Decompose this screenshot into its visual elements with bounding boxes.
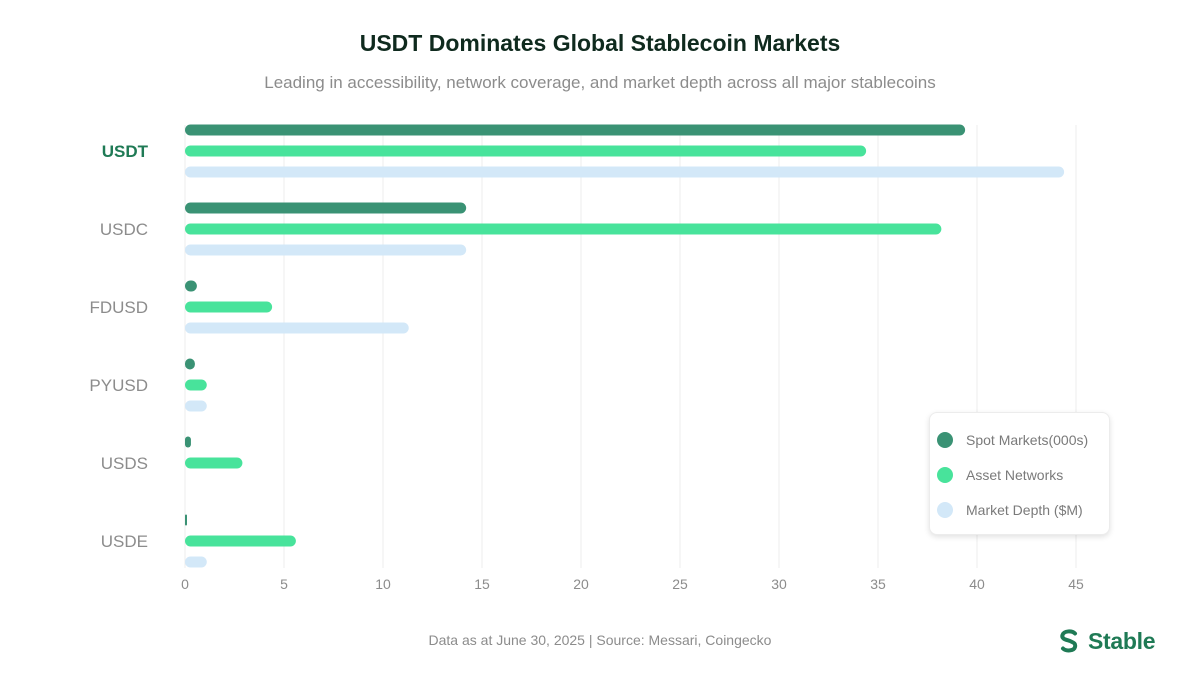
bar-usdc-series-1 bbox=[185, 223, 942, 235]
bar-fdusd-series-1 bbox=[185, 301, 273, 313]
x-tick-label: 40 bbox=[969, 576, 985, 592]
x-tick-label: 45 bbox=[1068, 576, 1084, 592]
legend-swatch-market-depth bbox=[937, 502, 953, 518]
x-tick-label: 0 bbox=[181, 576, 189, 592]
legend-label-asset-networks: Asset Networks bbox=[966, 467, 1064, 483]
bar-usdc-series-2 bbox=[185, 244, 467, 256]
x-tick-label: 5 bbox=[280, 576, 288, 592]
category-label-usdc: USDC bbox=[100, 220, 148, 239]
legend-swatch-asset-networks bbox=[937, 467, 953, 483]
bar-fdusd-series-2 bbox=[185, 322, 409, 334]
category-label-fdusd: FDUSD bbox=[89, 298, 148, 317]
stablecoin-bar-chart: 0 5 10 15 20 25 30 35 40 45 USDT USDC FDUSD PYUSD USDS… bbox=[89, 124, 1084, 592]
legend-label-market-depth: Market Depth ($M) bbox=[966, 502, 1083, 518]
x-tick-label: 25 bbox=[672, 576, 688, 592]
category-label-usds: USDS bbox=[101, 454, 148, 473]
category-label-usdt: USDT bbox=[102, 142, 149, 161]
bar-pyusd-series-2 bbox=[185, 400, 207, 412]
x-tick-label: 30 bbox=[771, 576, 787, 592]
bar-usdc-series-0 bbox=[185, 202, 467, 214]
bar-usde-series-2 bbox=[185, 556, 207, 568]
bar-fdusd-series-0 bbox=[185, 280, 197, 292]
brand-logo: Stable bbox=[1056, 626, 1156, 656]
legend-item-spot-markets: Spot Markets(000s) bbox=[937, 430, 1088, 450]
bar-usds-series-0 bbox=[185, 436, 191, 448]
legend-item-asset-networks: Asset Networks bbox=[937, 465, 1063, 485]
x-tick-label: 20 bbox=[573, 576, 589, 592]
chart-title: USDT Dominates Global Stablecoin Markets bbox=[359, 30, 841, 56]
bar-pyusd-series-1 bbox=[185, 379, 207, 391]
legend-swatch-spot-markets bbox=[937, 432, 953, 448]
category-label-pyusd: PYUSD bbox=[89, 376, 148, 395]
bar-pyusd-series-0 bbox=[185, 358, 195, 370]
x-tick-label: 35 bbox=[870, 576, 886, 592]
bar-usdt-series-1 bbox=[185, 145, 867, 157]
bar-usds-series-1 bbox=[185, 457, 243, 469]
legend-item-market-depth: Market Depth ($M) bbox=[937, 500, 1083, 520]
source-note: Data as at June 30, 2025 | Source: Messa… bbox=[428, 632, 772, 648]
bar-usdt-series-2 bbox=[185, 166, 1065, 178]
stable-logo-icon bbox=[1060, 629, 1078, 653]
x-tick-label: 10 bbox=[375, 576, 391, 592]
x-tick-label: 15 bbox=[474, 576, 490, 592]
legend-label-spot-markets: Spot Markets(000s) bbox=[966, 432, 1089, 448]
bar-usde-series-0 bbox=[185, 514, 187, 526]
category-label-usde: USDE bbox=[101, 532, 148, 551]
brand-name: Stable bbox=[1088, 627, 1156, 654]
bar-usde-series-1 bbox=[185, 535, 296, 547]
chart-subtitle: Leading in accessibility, network covera… bbox=[264, 73, 936, 92]
chart-legend: Spot Markets(000s) Asset Networks Market… bbox=[929, 412, 1110, 535]
bar-usdt-series-0 bbox=[185, 124, 966, 136]
